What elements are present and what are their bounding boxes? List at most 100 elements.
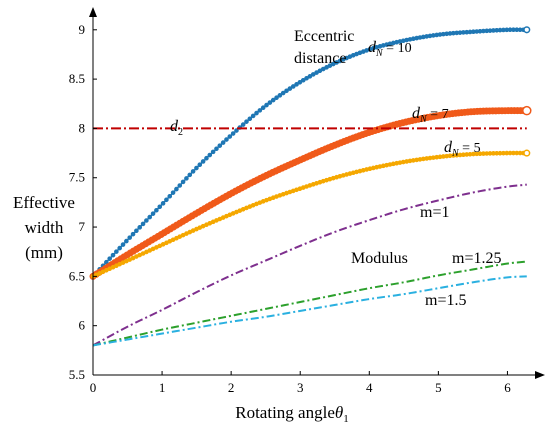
annotation-m15: m=1.5: [425, 292, 466, 309]
x-axis-label: Rotating angleθ1: [235, 403, 348, 425]
data-point: [230, 131, 236, 136]
annotation-dN5: dN = 5: [444, 139, 481, 159]
data-point: [284, 88, 289, 94]
y-tick-label: 5.5: [69, 367, 85, 382]
data-point: [147, 214, 153, 220]
x-tick-label: 3: [297, 380, 304, 395]
y-axis-arrow: [89, 7, 97, 17]
data-point: [277, 93, 283, 98]
data-point: [154, 207, 159, 213]
data-point: [194, 165, 199, 171]
axes: 0 1 2 3 4 5 6 5.5 6 6.5 7 7.5 8 8.5 9: [69, 7, 545, 395]
end-point: [522, 105, 532, 116]
data-point: [260, 105, 266, 110]
data-point: [170, 190, 176, 195]
annotation-d2: d2: [170, 118, 183, 138]
data-point: [257, 108, 263, 113]
annotation-dN7: dN = 7: [412, 105, 449, 125]
data-point: [180, 179, 186, 185]
data-point: [144, 218, 149, 223]
data-point: [250, 113, 256, 119]
y-tick-label: 7: [79, 219, 86, 234]
data-point: [167, 193, 173, 199]
x-tick-label: 4: [366, 380, 373, 395]
data-point: [127, 235, 132, 240]
x-tick-label: 6: [504, 380, 511, 395]
end-point: [523, 26, 531, 34]
data-point: [267, 100, 273, 105]
data-point: [177, 183, 183, 188]
y-tick-label: 6.5: [69, 268, 85, 283]
data-point: [124, 238, 129, 244]
y-axis-label-line3: (mm): [25, 243, 63, 262]
data-point: [214, 146, 219, 152]
data-point: [270, 97, 276, 103]
series-dn-5: [90, 149, 531, 279]
data-point: [174, 186, 179, 192]
series-dn-10: [90, 26, 531, 279]
y-tick-label: 8.5: [69, 71, 85, 86]
annotation-modulus: Modulus: [351, 250, 408, 267]
data-point: [210, 149, 216, 155]
annotation-m125: m=1.25: [452, 250, 501, 267]
data-point: [307, 74, 313, 79]
data-point: [134, 228, 139, 234]
data-point: [274, 95, 279, 101]
data-point: [304, 75, 309, 81]
x-tick-label: 2: [228, 380, 235, 395]
data-point: [137, 225, 143, 230]
y-tick-label: 9: [79, 22, 86, 37]
data-point: [264, 102, 269, 108]
data-point: [150, 211, 156, 216]
data-point: [130, 231, 136, 237]
data-point: [280, 90, 286, 96]
data-point: [254, 110, 259, 116]
y-axis-label-line2: width: [25, 218, 64, 237]
data-point: [297, 79, 303, 85]
annotation-dN10: dN = 10: [368, 39, 412, 59]
series-line: [92, 260, 527, 347]
annotation-eccentric: Eccentric: [294, 28, 354, 45]
data-point: [290, 84, 296, 89]
data-point: [140, 221, 146, 227]
data-point: [287, 86, 293, 91]
data-point: [220, 140, 226, 145]
x-axis-arrow: [535, 371, 545, 379]
data-point: [190, 169, 196, 174]
data-point: [117, 245, 122, 251]
annotation-m1: m=1: [420, 204, 449, 221]
data-point: [110, 252, 116, 258]
data-point: [184, 176, 189, 181]
annotation-distance: distance: [294, 50, 346, 67]
series-group: [89, 26, 532, 347]
x-tick-label: 5: [435, 380, 442, 395]
end-point: [523, 149, 531, 157]
series-line: [92, 275, 527, 347]
data-point: [187, 172, 193, 178]
series-m-1: [92, 183, 527, 347]
data-point: [120, 242, 126, 247]
y-axis-label-line1: Effective: [13, 193, 75, 212]
data-point: [244, 119, 249, 124]
y-tick-label: 8: [79, 120, 86, 135]
data-point: [240, 122, 246, 127]
data-point: [107, 256, 112, 261]
y-tick-label: 7.5: [69, 170, 85, 185]
data-point: [114, 249, 119, 254]
data-point: [224, 137, 229, 142]
data-point: [234, 128, 239, 133]
data-point: [227, 134, 233, 139]
data-point: [160, 201, 166, 206]
series-m-1-25: [92, 260, 527, 347]
series-m-1-5: [92, 275, 527, 347]
data-point: [217, 143, 223, 148]
data-point: [207, 152, 213, 158]
data-point: [197, 162, 203, 168]
series-line: [92, 183, 527, 347]
data-point: [164, 197, 169, 203]
x-tick-label: 1: [159, 380, 166, 395]
data-point: [247, 116, 253, 122]
data-point: [157, 204, 163, 210]
data-point: [200, 159, 206, 164]
